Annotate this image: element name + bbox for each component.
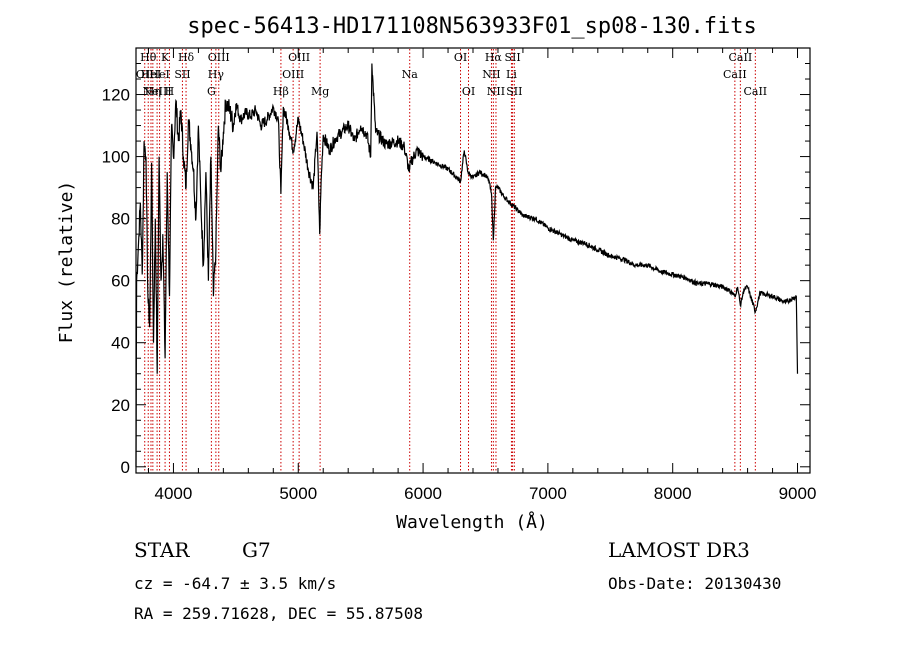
line-label: Na <box>402 68 419 81</box>
line-label: NII <box>487 85 505 98</box>
line-label: SII <box>506 85 522 98</box>
y-tick-label: 0 <box>121 458 130 477</box>
y-tick-label: 40 <box>111 334 130 353</box>
y-tick-label: 100 <box>102 148 130 167</box>
line-label: G <box>207 85 216 98</box>
redshift-cz: cz = -64.7 ± 3.5 km/s <box>134 574 337 593</box>
x-axis-label: Wavelength (Å) <box>396 511 548 533</box>
line-label: CaII <box>743 85 767 98</box>
line-label: Hγ <box>208 68 225 81</box>
spectrum-line <box>135 63 799 467</box>
line-label: OI <box>454 51 467 64</box>
chart-title: spec-56413-HD171108N563933F01_sp08-130.f… <box>187 14 757 39</box>
line-label: HeI <box>141 68 161 81</box>
spectral-line-markers <box>144 49 756 472</box>
line-label: Hη <box>145 85 161 98</box>
y-tick-label: 60 <box>111 272 130 291</box>
line-label: Li <box>506 68 517 81</box>
spectral-subclass: G7 <box>242 538 271 562</box>
line-label: OI <box>462 85 475 98</box>
y-tick-label: 20 <box>111 396 130 415</box>
line-label: Hθ <box>140 51 157 64</box>
sky-coordinates: RA = 259.71628, DEC = 55.87508 <box>134 604 423 623</box>
line-label: NII <box>482 68 500 81</box>
x-tick-label: 4000 <box>155 484 193 503</box>
survey-name: LAMOST DR3 <box>608 538 750 562</box>
x-tick-label: 8000 <box>654 484 692 503</box>
x-tick-label: 6000 <box>404 484 442 503</box>
line-label: OII <box>136 68 154 81</box>
line-label: SII <box>174 68 190 81</box>
axis-ticks: 4000 5000 6000 7000 8000 9000 0 20 40 60 80 100 120 <box>102 48 817 503</box>
x-tick-label: 9000 <box>779 484 817 503</box>
line-label: H <box>165 85 175 98</box>
x-tick-label: 5000 <box>279 484 317 503</box>
line-label: K <box>161 51 170 64</box>
y-tick-label: 80 <box>111 210 130 229</box>
y-axis-label: Flux (relative) <box>56 181 77 344</box>
line-label: Hδ <box>178 51 195 64</box>
y-tick-label: 120 <box>102 86 130 105</box>
observation-date: Obs-Date: 20130430 <box>608 574 782 593</box>
line-label: SII <box>504 51 520 64</box>
line-label: CaII <box>723 68 747 81</box>
spectral-line-labels: OIIHθHeIHηNeIIIHeIKHSIIHδGHγOIIIHβOIIIOI… <box>136 51 767 98</box>
line-label: NeIII <box>143 85 172 98</box>
object-type: STAR <box>134 538 190 562</box>
x-tick-label: 7000 <box>529 484 567 503</box>
plot-frame <box>135 47 811 474</box>
line-label: Hα <box>485 51 503 64</box>
line-label: OIII <box>282 68 304 81</box>
line-label: HeI <box>149 68 169 81</box>
line-label: CaII <box>729 51 753 64</box>
line-label: Hβ <box>273 85 289 98</box>
line-label: Mg <box>311 85 329 98</box>
line-label: OIII <box>208 51 230 64</box>
line-label: OIII <box>288 51 310 64</box>
